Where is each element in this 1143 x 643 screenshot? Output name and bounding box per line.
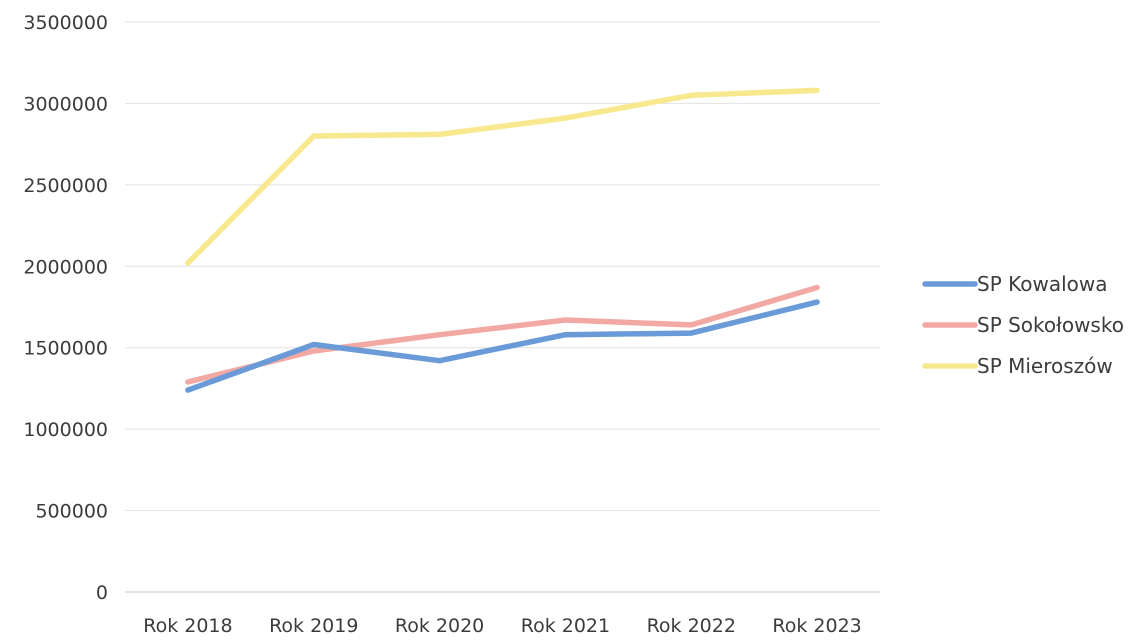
series-layer <box>185 87 820 393</box>
y-tick-label: 2000000 <box>23 256 108 278</box>
legend-label: SP Mieroszów <box>977 354 1113 378</box>
legend-label: SP Sokołowsko <box>977 313 1124 337</box>
series-line-2 <box>185 284 820 385</box>
legend-label: SP Kowalowa <box>977 272 1108 296</box>
x-tick-label: Rok 2021 <box>521 615 610 637</box>
y-tick-label: 2500000 <box>23 175 108 197</box>
x-tick-label: Rok 2019 <box>269 615 358 637</box>
x-tick-label: Rok 2022 <box>647 615 736 637</box>
y-tick-label: 0 <box>96 582 108 604</box>
series-line-1 <box>185 299 820 393</box>
y-tick-label: 1500000 <box>23 338 108 360</box>
x-tick-label: Rok 2018 <box>143 615 232 637</box>
y-tick-label: 500000 <box>35 501 108 523</box>
y-tick-label: 3500000 <box>23 12 108 34</box>
grid-layer <box>125 21 880 512</box>
series-line-3 <box>185 87 820 266</box>
axis-layer: 0 500000 1000000 1500000 2000000 2500000 30000… <box>23 12 880 637</box>
x-tick-label: Rok 2023 <box>772 615 861 637</box>
legend: SP Kowalowa SP Sokołowsko SP Mieroszów <box>922 272 1124 378</box>
x-tick-label: Rok 2020 <box>395 615 484 637</box>
y-tick-label: 1000000 <box>23 419 108 441</box>
y-tick-label: 3000000 <box>23 93 108 115</box>
